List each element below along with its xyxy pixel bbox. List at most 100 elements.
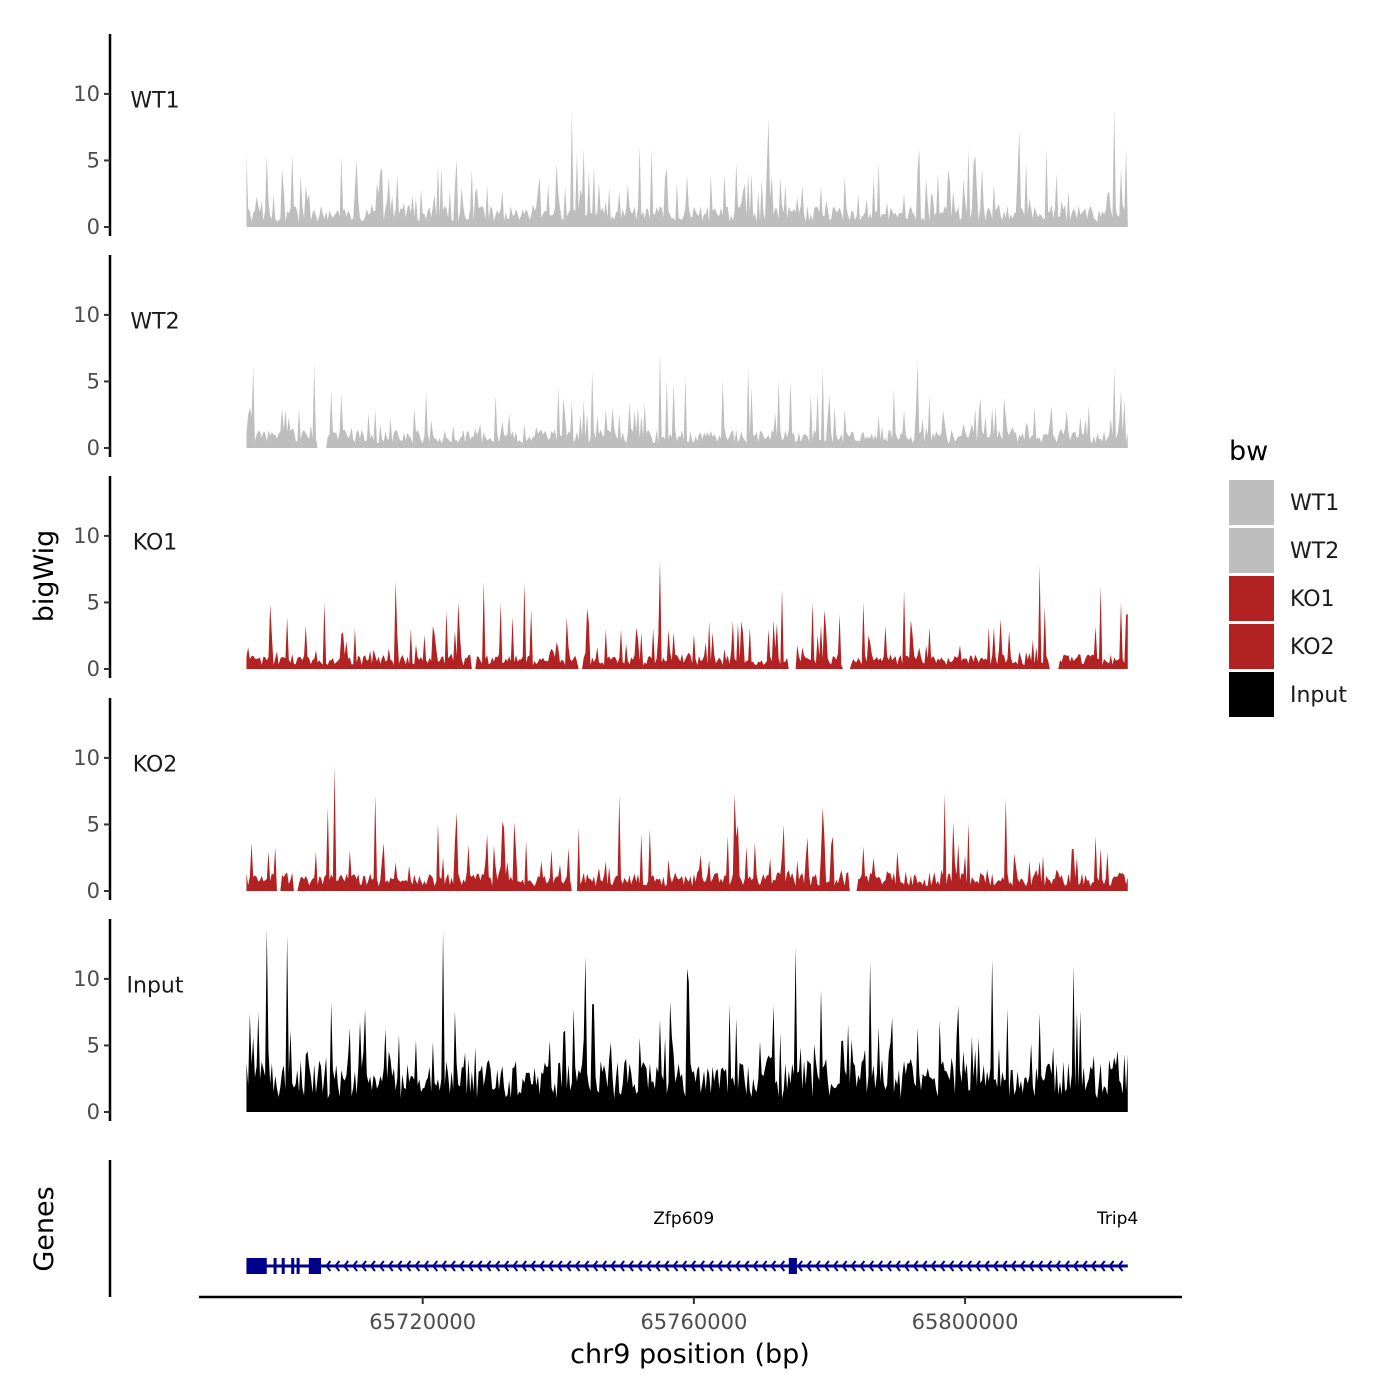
strand-chevron xyxy=(1063,1260,1070,1272)
strand-chevron xyxy=(903,1260,910,1272)
strand-chevron xyxy=(378,1260,385,1272)
strand-chevron xyxy=(458,1260,465,1272)
strand-chevron xyxy=(645,1260,652,1272)
legend-swatch-wt1 xyxy=(1229,480,1274,525)
gene-exon-6 xyxy=(308,1258,322,1274)
legend-label-ko1: KO1 xyxy=(1290,587,1335,612)
panel-label-ko2: KO2 xyxy=(133,753,178,778)
strand-chevron xyxy=(396,1260,403,1272)
coverage-area-wt2 xyxy=(246,352,1128,448)
strand-chevron xyxy=(779,1260,786,1272)
x-tick-label-65760000: 65760000 xyxy=(640,1310,747,1334)
strand-chevron xyxy=(609,1260,617,1272)
coverage-area-wt1 xyxy=(246,108,1128,227)
strand-chevron xyxy=(1037,1260,1044,1272)
strand-chevron xyxy=(752,1260,759,1272)
strand-chevron xyxy=(698,1260,706,1272)
panel-label-wt1: WT1 xyxy=(130,89,179,114)
coverage-area-ko1 xyxy=(246,561,1128,669)
strand-chevron xyxy=(1046,1260,1053,1272)
track-input: 0 5 10 Input xyxy=(73,919,1128,1124)
strand-chevron xyxy=(948,1260,955,1272)
strand-chevron xyxy=(1019,1260,1026,1272)
y-tick-label-ko2-0: 0 xyxy=(87,879,100,903)
legend-swatch-input xyxy=(1229,672,1274,717)
legend-label-input: Input xyxy=(1290,683,1347,708)
gene-exon-4 xyxy=(291,1258,295,1274)
strand-chevron xyxy=(556,1260,563,1272)
strand-chevron xyxy=(850,1260,857,1272)
signal-tracks: 0 5 10 WT1 0 5 10 WT2 0 5 10 KO1 0 5 10 KO2 0 5 10 Input xyxy=(73,34,1128,1124)
legend: bw WT1 WT2 KO1 KO2 Input xyxy=(1229,436,1347,717)
y-tick-label-ko1-5: 5 xyxy=(87,590,100,614)
track-ko2: 0 5 10 KO2 xyxy=(73,698,1128,903)
strand-chevron xyxy=(939,1260,946,1272)
strand-chevron xyxy=(1054,1260,1062,1272)
strand-chevron xyxy=(743,1260,750,1272)
strand-chevron xyxy=(520,1260,528,1272)
strand-chevron xyxy=(405,1260,412,1272)
strand-chevron xyxy=(992,1260,999,1272)
gene-exon-2 xyxy=(273,1258,277,1274)
strand-chevron xyxy=(734,1260,741,1272)
y-tick-label-wt2-5: 5 xyxy=(87,369,100,393)
legend-swatch-ko2 xyxy=(1229,624,1274,669)
strand-chevron xyxy=(414,1260,421,1272)
strand-chevron xyxy=(529,1260,536,1272)
strand-chevron xyxy=(494,1260,501,1272)
y-tick-label-wt1-0: 0 xyxy=(87,215,100,239)
y-tick-label-wt2-10: 10 xyxy=(73,303,100,327)
strand-chevron xyxy=(841,1260,848,1272)
strand-chevron xyxy=(601,1260,608,1272)
genes-axis-title: Genes xyxy=(29,1186,60,1271)
panel-label-ko1: KO1 xyxy=(133,531,178,556)
gene-track-panel: Genes Zfp609 Trip4 xyxy=(29,1160,1138,1297)
strand-chevron xyxy=(618,1260,625,1272)
gene-label-zfp609: Zfp609 xyxy=(653,1209,714,1229)
x-axis-title: chr9 position (bp) xyxy=(570,1339,810,1370)
y-tick-label-ko2-5: 5 xyxy=(87,812,100,836)
track-wt2: 0 5 10 WT2 xyxy=(73,255,1128,460)
strand-chevron xyxy=(636,1260,643,1272)
strand-chevron xyxy=(1028,1260,1035,1272)
legend-swatch-wt2 xyxy=(1229,528,1274,573)
y-tick-label-ko1-0: 0 xyxy=(87,657,100,681)
strand-chevron xyxy=(921,1260,928,1272)
strand-chevron xyxy=(930,1260,937,1272)
y-tick-label-ko1-10: 10 xyxy=(73,524,100,548)
strand-chevron xyxy=(476,1260,483,1272)
x-tick-label-65800000: 65800000 xyxy=(912,1310,1019,1334)
strand-chevron xyxy=(369,1260,376,1272)
legend-label-wt1: WT1 xyxy=(1290,491,1339,516)
gene-label-trip4: Trip4 xyxy=(1096,1209,1138,1229)
strand-chevron xyxy=(965,1260,973,1272)
strand-chevron xyxy=(832,1260,839,1272)
strand-chevron xyxy=(565,1260,572,1272)
strand-chevron xyxy=(512,1260,519,1272)
strand-chevron xyxy=(503,1260,510,1272)
coverage-area-input xyxy=(246,928,1128,1112)
strand-chevron xyxy=(583,1260,590,1272)
strand-chevron xyxy=(387,1260,394,1272)
strand-chevron xyxy=(547,1260,554,1272)
strand-chevron xyxy=(681,1260,688,1272)
strand-chevron xyxy=(467,1260,474,1272)
strand-chevron xyxy=(974,1260,981,1272)
gene-model: Zfp609 Trip4 xyxy=(246,1209,1138,1274)
strand-chevron xyxy=(876,1260,884,1272)
y-tick-label-input-0: 0 xyxy=(87,1100,100,1124)
legend-title: bw xyxy=(1229,436,1268,467)
y-tick-label-wt1-10: 10 xyxy=(73,82,100,106)
strand-chevron xyxy=(627,1260,634,1272)
strand-chevron xyxy=(654,1260,661,1272)
panel-label-wt2: WT2 xyxy=(130,310,179,335)
strand-chevron xyxy=(796,1260,803,1272)
strand-chevron xyxy=(770,1260,777,1272)
strand-chevron xyxy=(1072,1260,1079,1272)
gene-exon-5 xyxy=(296,1258,300,1274)
x-axis: 65720000 65760000 65800000 chr9 position (… xyxy=(199,1295,1182,1370)
strand-chevron xyxy=(334,1260,341,1272)
strand-chevron xyxy=(983,1260,990,1272)
